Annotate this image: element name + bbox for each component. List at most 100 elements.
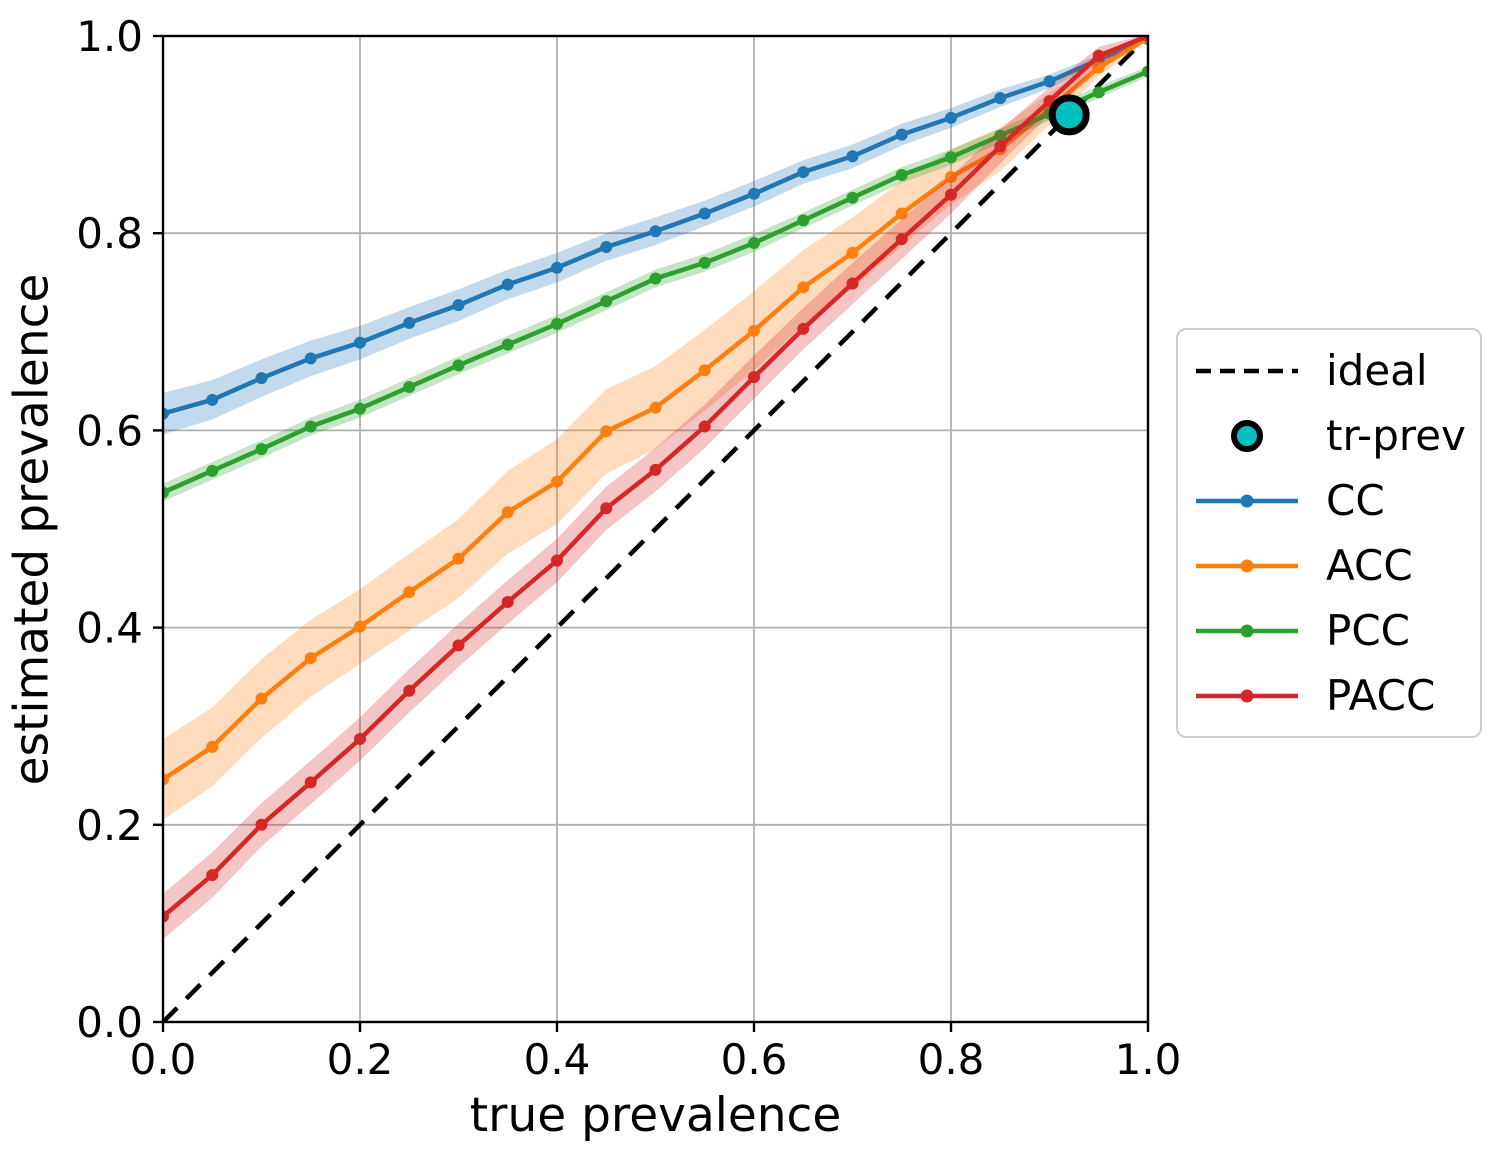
- pacc-marker: [206, 869, 219, 882]
- pacc-marker: [945, 188, 957, 201]
- acc-marker: [304, 652, 317, 665]
- pcc-marker: [895, 169, 908, 182]
- pcc-marker: [206, 464, 219, 477]
- pacc-marker: [403, 684, 416, 697]
- pcc-marker: [452, 359, 465, 372]
- x-axis-label: true prevalence: [469, 1088, 842, 1143]
- pacc-marker: [1092, 49, 1105, 62]
- cc-marker: [797, 166, 810, 179]
- acc-marker: [846, 246, 859, 259]
- legend-label-pcc: PCC: [1326, 606, 1410, 655]
- cc-marker: [994, 92, 1007, 105]
- pcc-marker: [354, 402, 366, 415]
- legend-sample-tr-prev-circle-icon: [1231, 419, 1263, 452]
- acc-marker: [403, 586, 416, 599]
- cc-marker: [1043, 75, 1056, 88]
- x-tick-label: 0.2: [327, 1035, 394, 1084]
- pcc-marker: [403, 381, 416, 394]
- cc-marker: [255, 372, 268, 385]
- pacc-marker: [846, 277, 859, 290]
- pcc-marker: [551, 317, 563, 330]
- pcc-marker: [698, 256, 711, 269]
- legend-item-tr-prev: tr-prev: [1178, 404, 1480, 468]
- x-tick-label: 0.4: [524, 1035, 591, 1084]
- pcc-marker: [600, 295, 613, 308]
- pcc-marker: [945, 151, 957, 164]
- acc-marker: [206, 740, 219, 753]
- pacc-marker: [895, 233, 908, 246]
- legend-label-pacc: PACC: [1326, 671, 1436, 720]
- y-axis-label: estimated prevalence: [4, 273, 60, 785]
- cc-marker: [501, 278, 514, 291]
- pacc-marker: [600, 502, 613, 515]
- legend-label-tr-prev: tr-prev: [1326, 411, 1466, 460]
- acc-marker: [797, 281, 810, 294]
- legend-box: ideal tr-prev CC ACC PCC PACC: [1176, 328, 1482, 738]
- ticks: 0.0 0.2 0.4 0.6 0.8 1.0 0.0 0.2 0.4 0.6 0.8 1.0: [76, 12, 1181, 1084]
- pcc-marker: [649, 272, 662, 285]
- cc-marker: [452, 299, 465, 312]
- acc-marker: [163, 773, 169, 786]
- legend-label-acc: ACC: [1326, 541, 1413, 590]
- y-axis-label-wrap: estimated prevalence: [0, 36, 64, 1022]
- legend-sample-ideal-dashed-line-icon: [1196, 368, 1298, 373]
- legend-label-ideal: ideal: [1326, 346, 1428, 395]
- cc-marker: [551, 261, 563, 274]
- pacc-marker: [304, 776, 317, 789]
- acc-marker: [255, 692, 268, 705]
- pacc-confidence-band: [163, 36, 1148, 940]
- pacc-marker: [255, 818, 268, 831]
- pacc-marker: [163, 910, 169, 923]
- pacc-marker: [649, 463, 662, 476]
- acc-marker: [945, 170, 957, 183]
- pacc-marker: [501, 595, 514, 608]
- cc-marker: [354, 336, 366, 349]
- cc-marker: [304, 352, 317, 365]
- acc-marker: [354, 620, 366, 633]
- acc-marker: [600, 425, 613, 438]
- pacc-marker: [452, 639, 465, 652]
- acc-marker: [698, 364, 711, 377]
- pacc-marker: [1142, 36, 1148, 42]
- pacc-markers: [163, 36, 1148, 923]
- legend-item-pcc: PCC: [1178, 599, 1480, 663]
- pcc-marker: [1092, 86, 1105, 99]
- cc-marker: [403, 316, 416, 329]
- pacc-marker: [354, 733, 366, 746]
- pacc-marker: [551, 554, 563, 567]
- acc-marker: [551, 475, 563, 488]
- pcc-marker: [748, 237, 760, 250]
- cc-marker: [748, 187, 760, 200]
- y-tick-label: 0.0: [76, 998, 143, 1047]
- y-tick-label: 1.0: [76, 12, 143, 61]
- pacc-marker: [698, 420, 711, 433]
- cc-marker: [945, 111, 957, 124]
- pcc-marker: [994, 129, 1007, 142]
- acc-marker: [748, 324, 760, 337]
- pcc-marker: [797, 214, 810, 227]
- legend-item-ideal: ideal: [1178, 339, 1480, 403]
- legend-item-pacc: PACC: [1178, 664, 1480, 728]
- legend-sample-pcc-line-icon: [1196, 624, 1298, 637]
- cc-marker: [895, 128, 908, 141]
- acc-marker: [895, 207, 908, 220]
- legend-sample-acc-line-icon: [1196, 559, 1298, 572]
- legend-sample-cc-line-icon: [1196, 494, 1298, 507]
- x-tick-label: 1.0: [1115, 1035, 1182, 1084]
- acc-marker: [452, 552, 465, 565]
- tr-prev-marker: [1048, 94, 1090, 136]
- legend-sample-pacc-line-icon: [1196, 689, 1298, 702]
- pcc-marker: [501, 338, 514, 351]
- x-tick-label: 0.8: [918, 1035, 985, 1084]
- cc-marker: [649, 225, 662, 238]
- pacc-marker: [797, 322, 810, 335]
- cc-marker: [846, 150, 859, 163]
- cc-marker: [206, 393, 219, 406]
- acc-marker: [501, 506, 514, 519]
- y-tick-label: 0.8: [76, 209, 143, 258]
- legend-item-acc: ACC: [1178, 534, 1480, 598]
- plot-content: [163, 36, 1148, 1022]
- pacc-marker: [748, 371, 760, 384]
